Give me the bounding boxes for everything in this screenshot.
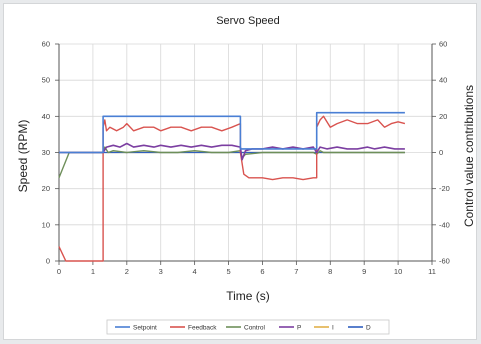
chart-frame: Servo Speed 0 10 20 30 40 50 60 -60 -40 -20 0 20 40 6… bbox=[3, 3, 477, 340]
y2-tick-label: -40 bbox=[439, 220, 450, 229]
x-tick-label: 11 bbox=[428, 267, 436, 276]
x-tick-label: 0 bbox=[57, 267, 61, 276]
y-axis-title: Speed (RPM) bbox=[16, 120, 30, 193]
chart-title: Servo Speed bbox=[216, 15, 280, 27]
x-tick-label: 7 bbox=[294, 267, 298, 276]
x-tick-label: 10 bbox=[394, 267, 402, 276]
x-tick-label: 2 bbox=[125, 267, 129, 276]
legend-label-i: I bbox=[332, 325, 334, 332]
x-tick-label: 5 bbox=[226, 267, 230, 276]
y2-tick-label: -60 bbox=[439, 257, 450, 266]
x-tick-label: 1 bbox=[91, 267, 95, 276]
legend: Setpoint Feedback Control P I D bbox=[106, 319, 390, 335]
y2-tick-label: -20 bbox=[439, 184, 450, 193]
y2-tick-label: 40 bbox=[439, 76, 447, 85]
x-axis-title: Time (s) bbox=[226, 289, 270, 303]
legend-box bbox=[106, 319, 390, 335]
legend-label-p: P bbox=[297, 325, 301, 332]
y-tick-label: 60 bbox=[42, 40, 50, 49]
y-tick-label: 40 bbox=[42, 112, 50, 121]
y2-tick-label: 20 bbox=[439, 112, 447, 121]
series-line-setpoint bbox=[59, 111, 405, 154]
series-line-control bbox=[58, 146, 405, 179]
y2-tick-label: 60 bbox=[439, 40, 447, 49]
x-tick-label: 9 bbox=[362, 267, 366, 276]
x-tick-label: 8 bbox=[328, 267, 332, 276]
x-tick-label: 3 bbox=[159, 267, 163, 276]
x-tick-label: 6 bbox=[260, 267, 264, 276]
y-tick-label: 10 bbox=[42, 220, 50, 229]
y-tick-label: 0 bbox=[46, 257, 50, 266]
legend-label-d: D bbox=[366, 325, 371, 332]
servo-speed-chart: Servo Speed 0102030405060-60-40-20020406… bbox=[16, 15, 476, 335]
y-tick-label: 30 bbox=[42, 148, 50, 157]
legend-label-setpoint: Setpoint bbox=[133, 325, 157, 332]
y2-tick-label: 0 bbox=[439, 148, 443, 157]
y2-axis-title: Control value contributions bbox=[462, 85, 476, 227]
legend-label-feedback: Feedback bbox=[188, 325, 217, 332]
y-tick-label: 20 bbox=[42, 184, 50, 193]
legend-label-control: Control bbox=[244, 325, 266, 332]
series-line-p bbox=[59, 142, 405, 161]
y-tick-label: 50 bbox=[42, 76, 50, 85]
x-tick-label: 4 bbox=[193, 267, 197, 276]
